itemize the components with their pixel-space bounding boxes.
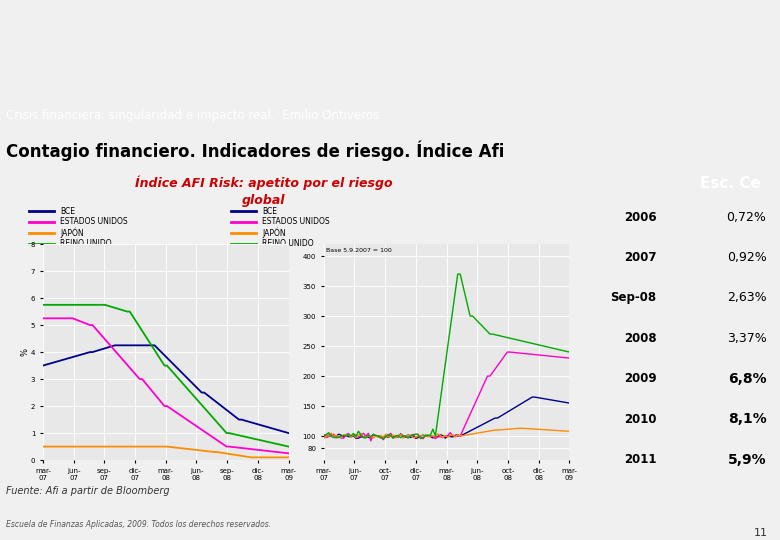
Text: BCE: BCE [262,206,277,215]
Text: JAPÓN: JAPÓN [60,227,83,238]
Text: 2009: 2009 [624,372,656,385]
Text: Índice AFI Risk: apetito por el riesgo: Índice AFI Risk: apetito por el riesgo [135,176,392,190]
Text: Sep-08: Sep-08 [610,292,656,305]
Text: Escuela de Finanzas Aplicadas, 2009. Todos los derechos reservados.: Escuela de Finanzas Aplicadas, 2009. Tod… [6,520,271,529]
Text: ESTADOS UNIDOS: ESTADOS UNIDOS [262,218,330,226]
Text: 11: 11 [754,528,768,538]
Text: global: global [242,194,285,207]
Text: 2008: 2008 [624,332,656,345]
Y-axis label: %: % [20,348,30,356]
Text: 0,92%: 0,92% [727,251,767,264]
Text: Crisis financiera: singularidad e impacto real.  Emilio Ontiveros: Crisis financiera: singularidad e impact… [6,109,380,123]
Text: ESTADOS UNIDOS: ESTADOS UNIDOS [60,218,127,226]
Text: 8,1%: 8,1% [728,412,767,426]
Text: 3,37%: 3,37% [727,332,767,345]
Text: 6,8%: 6,8% [728,372,767,386]
Text: BCE: BCE [60,206,75,215]
Text: REINO UNIDO: REINO UNIDO [262,239,314,248]
Text: 2006: 2006 [624,211,656,224]
Text: 2011: 2011 [624,453,656,466]
Text: Esc. Ce: Esc. Ce [700,176,760,191]
Text: Base 5.9.2007 = 100: Base 5.9.2007 = 100 [326,248,392,253]
Text: 2010: 2010 [624,413,656,426]
Text: Fuente: Afi a partir de Bloomberg: Fuente: Afi a partir de Bloomberg [6,486,170,496]
Text: 0,72%: 0,72% [726,211,767,224]
Text: Contagio financiero. Indicadores de riesgo. Índice Afi: Contagio financiero. Indicadores de ries… [6,141,505,161]
Text: 2,63%: 2,63% [727,292,767,305]
Text: REINO UNIDO: REINO UNIDO [60,239,112,248]
Text: 5,9%: 5,9% [728,453,767,467]
Text: 2007: 2007 [624,251,656,264]
Text: JAPÓN: JAPÓN [262,227,285,238]
